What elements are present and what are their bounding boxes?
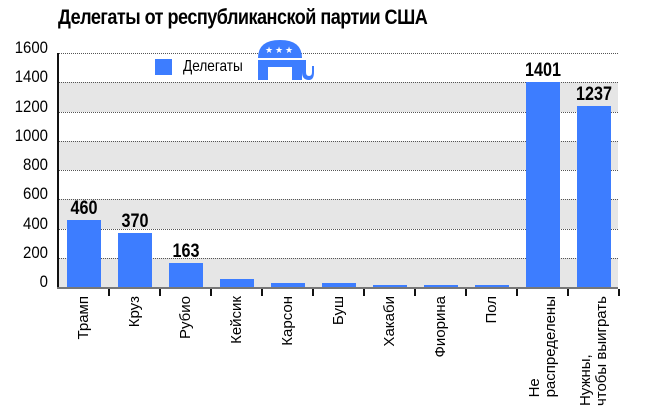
bar-value-label: 1237 xyxy=(576,84,612,106)
x-tick xyxy=(312,289,314,296)
gridline xyxy=(57,228,618,230)
x-tick-label: Трамп xyxy=(75,296,92,340)
bar xyxy=(424,284,458,287)
bar xyxy=(271,282,305,287)
y-axis-line xyxy=(57,53,59,289)
gridline xyxy=(57,53,618,54)
gridline xyxy=(57,82,618,84)
gridline xyxy=(57,199,618,201)
x-tick xyxy=(363,289,365,296)
svg-text:★: ★ xyxy=(285,46,293,56)
grid-band xyxy=(57,140,618,170)
x-tick-label: Фиорина xyxy=(432,296,449,358)
x-tick-label: Пол xyxy=(483,296,500,324)
bar xyxy=(322,282,356,287)
x-tick xyxy=(210,289,212,296)
x-tick-label: Нужны, чтобы выиграть xyxy=(577,296,610,407)
grid-band xyxy=(57,199,618,229)
x-axis-line xyxy=(57,287,618,289)
gridline xyxy=(57,140,618,142)
y-tick-label: 600 xyxy=(23,184,48,204)
bar xyxy=(220,279,254,287)
x-tick xyxy=(108,289,110,296)
svg-text:★: ★ xyxy=(275,46,283,56)
y-tick-label: 1400 xyxy=(14,67,49,87)
bar xyxy=(169,263,203,287)
bar xyxy=(577,106,611,287)
bar-value-label: 370 xyxy=(121,210,149,232)
svg-text:★: ★ xyxy=(265,46,273,56)
bar xyxy=(475,284,509,287)
y-tick-label: 400 xyxy=(23,213,48,233)
y-tick-label: 800 xyxy=(23,155,48,174)
bar-value-label: 163 xyxy=(172,241,200,263)
bar xyxy=(526,82,560,287)
x-tick-label: Рубио xyxy=(177,296,194,339)
x-tick xyxy=(414,289,416,296)
x-tick xyxy=(618,289,620,296)
x-tick-label: Хакаби xyxy=(381,296,398,347)
x-tick xyxy=(465,289,467,296)
gridline xyxy=(57,111,618,113)
legend-swatch xyxy=(155,59,172,75)
y-tick-label: 1600 xyxy=(14,38,49,57)
bar xyxy=(67,219,101,287)
bar-value-label: 460 xyxy=(70,197,98,219)
y-tick-label: 200 xyxy=(23,242,48,262)
y-tick-label: 1000 xyxy=(14,125,49,145)
grid-band xyxy=(57,111,618,141)
bar xyxy=(373,284,407,287)
grid-band xyxy=(57,53,618,83)
x-tick-label: Кейсик xyxy=(228,296,245,344)
chart-title: Делегаты от республиканской партии США xyxy=(58,6,428,29)
x-tick-label: Круз xyxy=(126,296,143,328)
bar-value-label: 1401 xyxy=(525,60,561,82)
bar xyxy=(118,232,152,287)
x-tick xyxy=(516,289,518,296)
legend-label: Делегаты xyxy=(183,58,243,75)
republican-elephant-icon: ★ ★ ★ xyxy=(258,40,314,80)
x-tick-label: Не распределены xyxy=(526,296,559,398)
x-tick xyxy=(567,289,569,296)
x-tick xyxy=(261,289,263,296)
y-tick-label: 1200 xyxy=(14,96,49,116)
gridline xyxy=(57,170,618,171)
grid-band xyxy=(57,170,618,200)
x-tick-label: Буш xyxy=(330,296,347,326)
y-tick-label: 0 xyxy=(39,272,48,291)
x-tick-label: Карсон xyxy=(279,296,296,346)
x-tick xyxy=(159,289,161,296)
gridline xyxy=(57,257,618,259)
grid-band xyxy=(57,82,618,112)
